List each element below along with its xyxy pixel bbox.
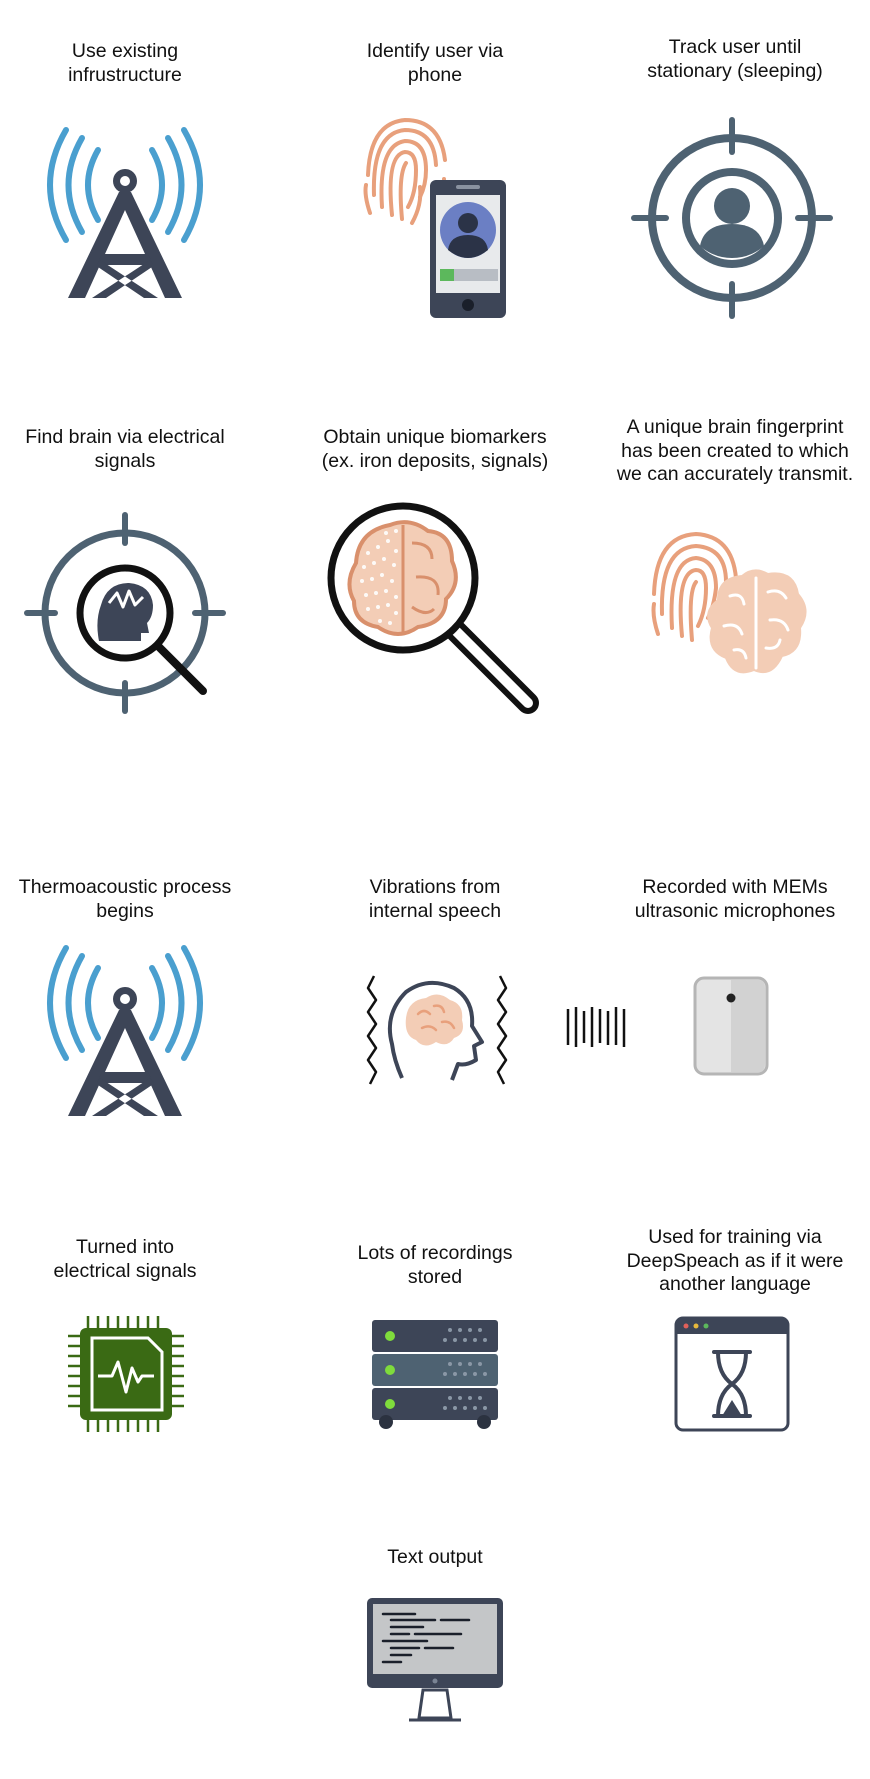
step-brain-fingerprint: A unique brain fingerprint has been crea… — [600, 416, 870, 740]
step-deepspeech-training: Used for training via DeepSpeach as if i… — [610, 1226, 860, 1470]
step-existing-infrastructure: Use existing infrustructure — [0, 0, 250, 340]
step-caption: Text output — [387, 1546, 483, 1568]
step-caption: Lots of recordings stored — [357, 1242, 513, 1288]
step-find-brain: Find brain via electrical signals — [0, 420, 250, 740]
fingerprint-brain-icon — [651, 531, 807, 674]
radio-tower-icon — [47, 945, 203, 1116]
brain-magnifier-icon — [327, 502, 539, 714]
fingerprint-phone-icon — [363, 117, 506, 318]
step-track-user: Track user until stationary (sleeping) — [610, 0, 860, 340]
step-caption: Use existing infrustructure — [68, 40, 182, 86]
step-identify-user: Identify user via phone — [310, 0, 560, 340]
vibrating-head-icon — [366, 975, 508, 1085]
step-caption: Used for training via DeepSpeach as if i… — [626, 1226, 844, 1295]
step-thermoacoustic: Thermoacoustic process begins — [0, 870, 250, 1130]
sound-wave-bars-icon — [566, 1007, 626, 1047]
step-caption: Obtain unique biomarkers (ex. iron depos… — [321, 426, 549, 472]
computer-monitor-icon — [367, 1598, 503, 1722]
brain-search-target-icon — [24, 512, 226, 714]
step-electrical-signals: Turned into electrical signals — [0, 1230, 250, 1470]
step-obtain-biomarkers: Obtain unique biomarkers (ex. iron depos… — [290, 420, 580, 740]
step-caption: Find brain via electrical signals — [25, 426, 225, 472]
step-internal-speech: Vibrations from internal speech — [310, 870, 560, 1130]
loading-window-icon — [674, 1316, 790, 1432]
step-caption: Identify user via phone — [366, 40, 504, 86]
mems-microphone-icon — [693, 976, 769, 1076]
step-text-output: Text output — [310, 1540, 560, 1770]
target-user-icon — [631, 117, 833, 319]
step-caption: Thermoacoustic process begins — [18, 876, 232, 922]
step-caption: Recorded with MEMs ultrasonic microphone… — [634, 876, 836, 922]
step-caption: Turned into electrical signals — [53, 1236, 197, 1282]
server-rack-icon — [372, 1320, 498, 1429]
signal-chip-icon — [68, 1316, 184, 1432]
step-caption: Track user until stationary (sleeping) — [647, 36, 823, 82]
radio-tower-icon — [47, 127, 203, 298]
step-caption: A unique brain fingerprint has been crea… — [616, 416, 854, 485]
step-recordings-stored: Lots of recordings stored — [310, 1230, 560, 1470]
step-mems-microphones: Recorded with MEMs ultrasonic microphone… — [610, 870, 860, 1130]
step-caption: Vibrations from internal speech — [368, 876, 502, 922]
